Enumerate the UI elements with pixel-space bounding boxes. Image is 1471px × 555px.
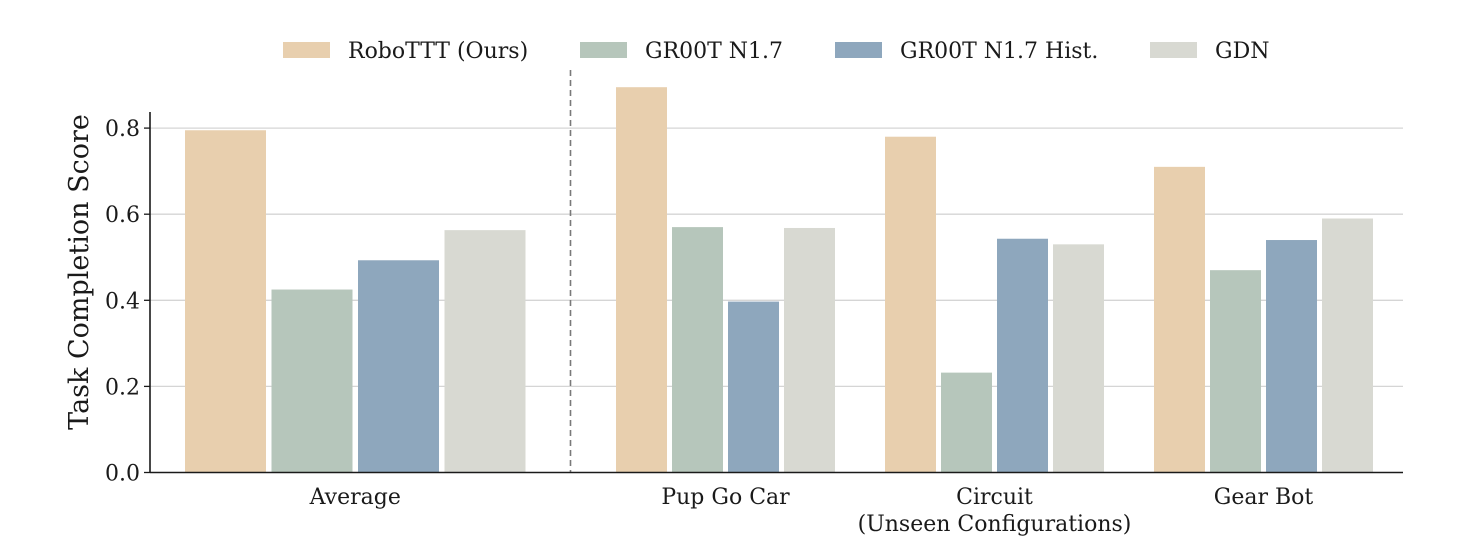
legend-label: GR00T N1.7 [645, 39, 783, 64]
x-category-sublabel: (Unseen Configurations) [858, 512, 1132, 537]
bar [185, 130, 266, 473]
bar [444, 230, 526, 473]
y-tick-label: 0.6 [105, 203, 140, 228]
bar [728, 301, 779, 473]
axes: 0.0 0.2 0.4 0.6 0.8 Average Pup Go Car Circuit(… [105, 70, 1403, 537]
bar [1154, 166, 1205, 473]
bar [1322, 218, 1373, 473]
bar [1266, 240, 1317, 473]
y-tick-label: 0.8 [105, 117, 140, 142]
legend-label: GDN [1215, 39, 1269, 64]
y-tick-label: 0.2 [105, 375, 140, 400]
legend: RoboTTT (Ours) GR00T N1.7 GR00T N1.7 Hist.… [283, 39, 1269, 64]
bar [271, 289, 353, 473]
bar [672, 227, 723, 473]
legend-swatch [283, 42, 330, 58]
bar [1210, 270, 1261, 473]
bar [784, 227, 835, 473]
y-tick-label: 0.4 [105, 289, 140, 314]
bar [358, 260, 439, 473]
x-category-label: Gear Bot [1214, 485, 1314, 510]
bars [185, 87, 1373, 473]
bar [885, 136, 936, 473]
bar [616, 87, 667, 473]
x-category-label: Average [309, 485, 401, 510]
x-category-label: Pup Go Car [661, 485, 790, 510]
legend-label: RoboTTT (Ours) [348, 39, 528, 64]
bar [997, 238, 1048, 473]
x-category-label: Circuit [956, 485, 1033, 510]
bar [941, 372, 992, 473]
legend-swatch [835, 42, 882, 58]
legend-swatch [580, 42, 627, 58]
y-axis-title: Task Completion Score [64, 114, 95, 430]
legend-swatch [1150, 42, 1197, 58]
legend-label: GR00T N1.7 Hist. [900, 39, 1098, 64]
bar [1053, 244, 1104, 473]
y-tick-label: 0.0 [105, 462, 140, 487]
